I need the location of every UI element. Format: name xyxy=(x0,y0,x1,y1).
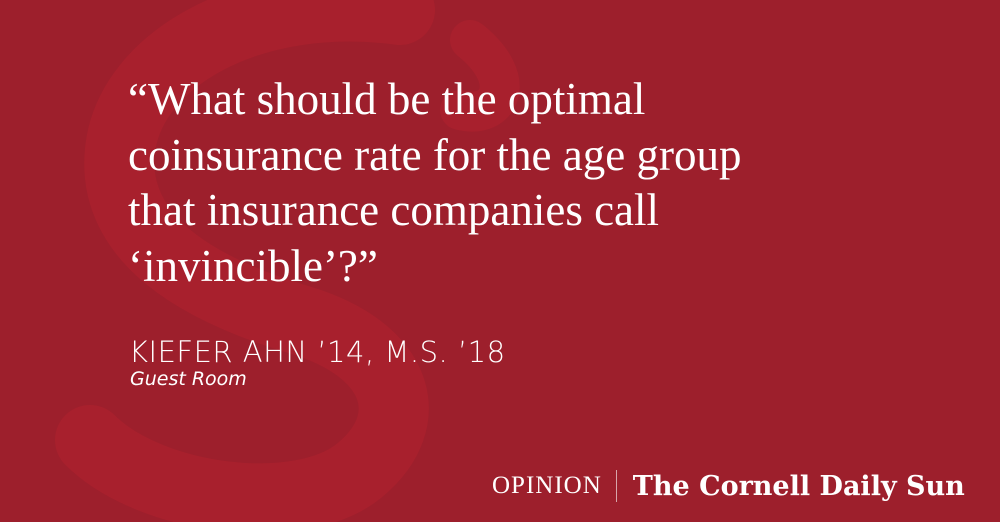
column-name: Guest Room xyxy=(130,368,247,390)
divider xyxy=(615,470,617,502)
footer: OPINION The Cornell Daily Sun xyxy=(492,470,965,502)
pull-quote: “What should be the optimal coinsurance … xyxy=(128,72,888,294)
publication-logo: The Cornell Daily Sun xyxy=(632,470,965,502)
quote-line: ‘invincible’?” xyxy=(128,240,378,291)
quote-line: that insurance companies call xyxy=(128,185,660,235)
section-label: OPINION xyxy=(492,472,602,499)
quote-line: “What should be the optimal xyxy=(128,74,646,124)
author-name: KIEFER AHN ’14, M.S. ’18 xyxy=(129,335,506,369)
quote-line: coinsurance rate for the age group xyxy=(128,129,742,180)
